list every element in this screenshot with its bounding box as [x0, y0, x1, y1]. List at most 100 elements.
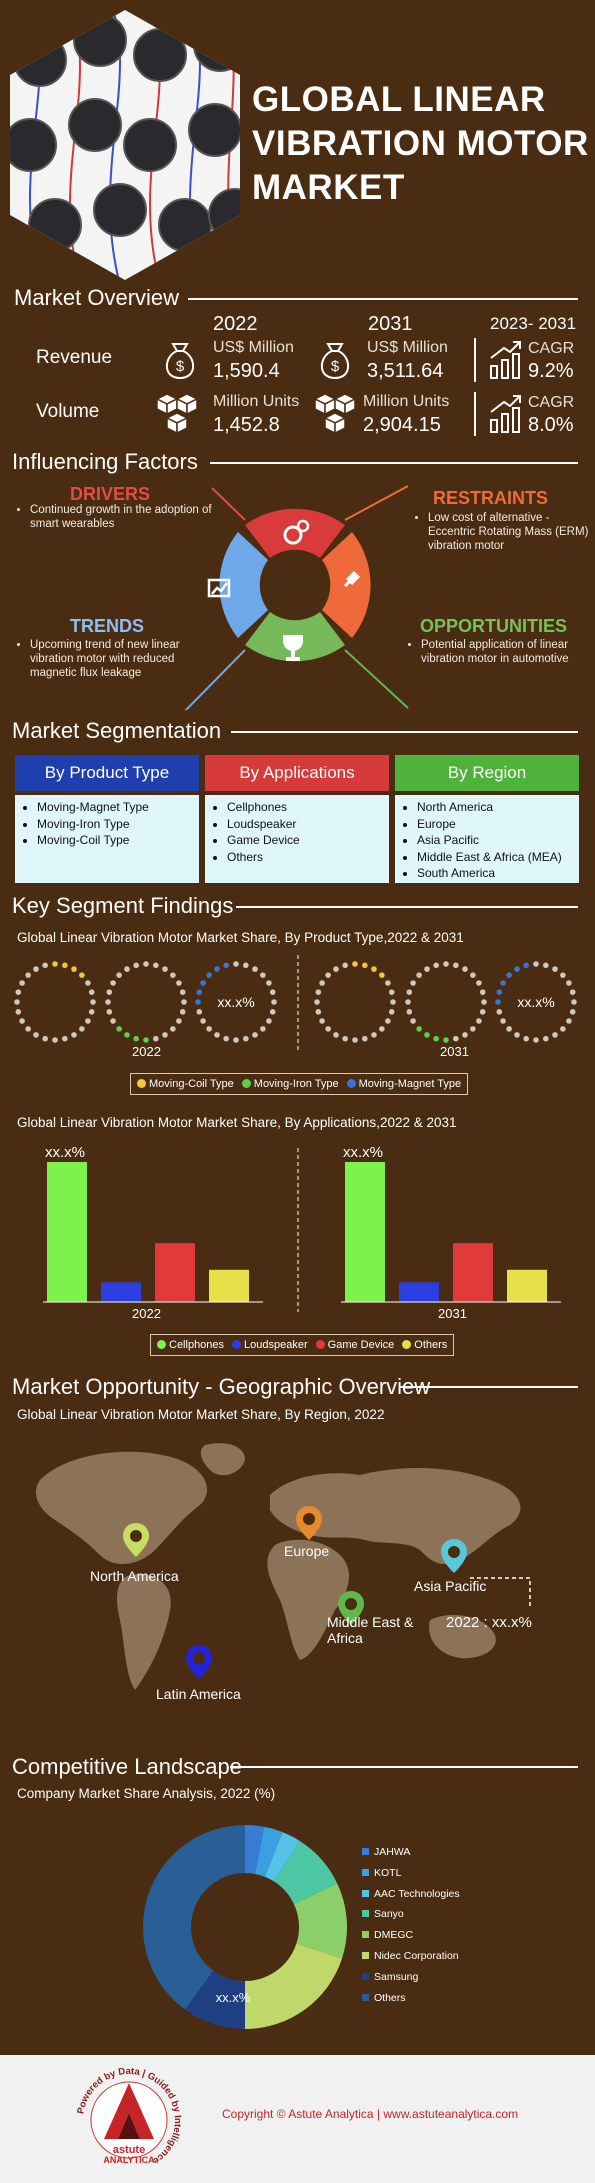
legend-swatch	[137, 1079, 146, 1088]
donut-dot	[170, 972, 176, 978]
donut-dot	[476, 980, 482, 986]
donut-dot	[85, 980, 91, 986]
revenue-value-a: 1,590.4	[213, 360, 280, 382]
legend-label: Sanyo	[374, 1908, 404, 1921]
revenue-unit-a: US$ Million	[213, 339, 294, 356]
revenue-cagr-label: CAGR	[528, 340, 575, 357]
opportunities-title: OPPORTUNITIES	[420, 616, 568, 636]
company-share-label: xx.x%	[216, 1990, 251, 2005]
donut-dot	[19, 1018, 25, 1024]
legend-item: Nidec Corporation	[362, 1950, 459, 1962]
applications-year-b: 2031	[438, 1306, 467, 1321]
applications-year-a: 2022	[132, 1306, 161, 1321]
factors-rule	[210, 462, 578, 464]
donut-dot	[233, 1037, 239, 1043]
slice-kotl	[255, 1826, 283, 1877]
legend-label: Cellphones	[169, 1339, 225, 1351]
donut-dot	[52, 1037, 58, 1043]
legend-swatch	[241, 1079, 251, 1088]
donut-dot	[33, 966, 39, 972]
asia-pacific-callout-line	[470, 1577, 531, 1608]
footer-copyright[interactable]: Copyright © Astute Analytica | www.astut…	[222, 2107, 519, 2121]
donut-dot	[116, 1026, 122, 1032]
donut-dot	[433, 1035, 439, 1042]
slice-dmegc	[293, 1883, 347, 1959]
donut-dot	[116, 972, 122, 978]
product-year-b: 2031	[440, 1044, 469, 1059]
donut-dot	[42, 1035, 48, 1042]
donut-dot	[52, 961, 58, 967]
donut-dot	[523, 1035, 529, 1042]
donut-dot	[162, 966, 168, 972]
segment-item: Moving-Iron Type	[37, 816, 193, 833]
donut-dot	[143, 1037, 149, 1043]
map-pin-icon	[123, 1523, 149, 1557]
donut-dot	[252, 1032, 258, 1038]
volume-cagr-label: CAGR	[528, 394, 575, 411]
bar-others	[507, 1269, 547, 1302]
donut-dot	[124, 966, 130, 972]
map-pin-icon	[296, 1506, 322, 1540]
restraints-text: Low cost of alternative - Eccentric Rota…	[412, 511, 595, 553]
product-chart-title: Global Linear Vibration Motor Market Sha…	[17, 930, 464, 945]
donut-dot	[362, 1035, 368, 1042]
region-label: Latin America	[156, 1686, 241, 1702]
donut-dot	[506, 972, 512, 978]
donut-dot	[106, 1009, 113, 1015]
donut-dot	[470, 972, 476, 978]
donut-dot	[25, 1026, 31, 1032]
revenue-cagr-value: 9.2%	[528, 360, 574, 382]
donut-dot	[388, 1009, 395, 1015]
donut-dot	[15, 1009, 22, 1015]
bar-game-device	[453, 1243, 493, 1302]
donut-dot	[352, 961, 358, 967]
legend-label: Moving-Coil Type	[149, 1078, 234, 1090]
segmentation-rule	[231, 731, 578, 733]
donut-dot	[506, 1026, 512, 1032]
legend-swatch	[362, 1952, 369, 1959]
donut-dot	[196, 1009, 203, 1015]
legend-label: Loudspeaker	[244, 1339, 308, 1351]
competitive-rule	[230, 1766, 578, 1768]
svg-text:$: $	[176, 358, 185, 375]
donut-dot	[179, 989, 186, 995]
legend-item: Sanyo	[362, 1908, 404, 1920]
donut-dot	[214, 1032, 220, 1038]
region-callout: 2022 : xx.x%	[446, 1614, 532, 1631]
segment-item: Others	[227, 849, 383, 866]
bar-cellphones	[47, 1162, 87, 1302]
donut-dot	[133, 1035, 139, 1042]
geo-section-title: Market Opportunity - Geographic Overview	[12, 1374, 431, 1399]
product-type-donut	[495, 961, 577, 1043]
legend-item: Others	[402, 1339, 447, 1351]
bar-others	[209, 1269, 249, 1302]
header-hexagon-image	[10, 10, 240, 280]
map-pin-icon	[338, 1591, 364, 1625]
findings-rule	[236, 906, 578, 908]
volume-value-a: 1,452.8	[213, 414, 280, 436]
donut-dot	[314, 999, 320, 1005]
legend-item: Moving-Iron Type	[241, 1078, 339, 1090]
donut-dot	[406, 1009, 413, 1015]
donut-dot	[371, 966, 377, 972]
footer: Powered by Data | Guided by Intelligence…	[0, 2055, 595, 2183]
donut-dot	[496, 989, 503, 995]
donut-dot	[352, 1037, 358, 1043]
donut-dot	[71, 1032, 77, 1038]
restraints-title: RESTRAINTS	[433, 488, 549, 508]
donut-dot	[179, 1009, 186, 1015]
trends-title: TRENDS	[70, 616, 145, 636]
link-icon	[343, 570, 361, 588]
donut-dot	[552, 966, 558, 972]
donut-dot	[110, 980, 116, 986]
donut-dot	[514, 966, 520, 972]
donut-dot	[533, 961, 539, 967]
volume-cagr-value: 8.0%	[528, 414, 574, 436]
legend-label: Samsung	[374, 1970, 419, 1983]
opportunities-text: Potential application of linear vibratio…	[405, 638, 595, 666]
legend-item: AAC Technologies	[362, 1888, 460, 1900]
segment-item: Asia Pacific	[417, 832, 573, 849]
region-label: Asia Pacific	[414, 1578, 487, 1594]
